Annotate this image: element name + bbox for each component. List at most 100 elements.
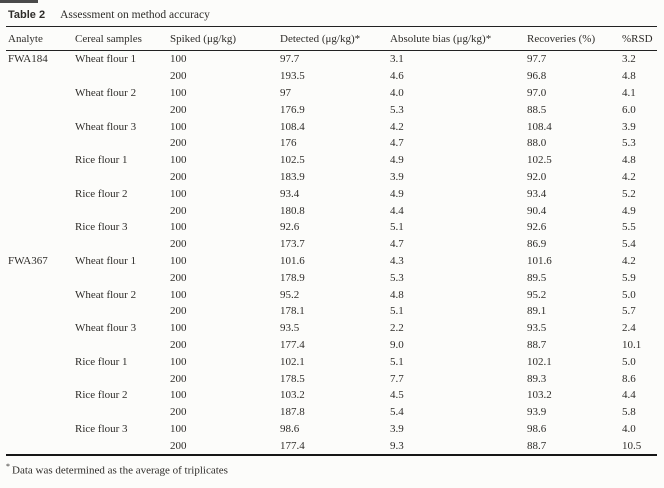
cell-detected: 193.5 (280, 70, 305, 83)
cell-cereal-sample (73, 202, 168, 219)
table-row: 200 176 4.7 88.0 5.3 (6, 135, 657, 152)
cell-absolute-bias: 5.3 (390, 271, 404, 284)
cell-spiked: 200 (170, 238, 187, 251)
cell-rsd: 5.2 (622, 187, 636, 200)
cell-absolute-bias: 7.7 (390, 372, 404, 385)
cell-recovery: 86.9 (527, 238, 547, 251)
cell-rsd: 3.2 (622, 53, 636, 66)
cell-detected: 93.4 (280, 187, 300, 200)
cell-spiked: 100 (170, 422, 187, 435)
cell-detected: 187.8 (280, 406, 305, 419)
cell-analyte (6, 404, 73, 421)
cell-spiked: 200 (170, 338, 187, 351)
cell-recovery: 101.6 (527, 254, 552, 267)
cell-recovery: 108.4 (527, 120, 552, 133)
cell-cereal-sample: Wheat flour 2 (75, 288, 137, 301)
cell-recovery: 98.6 (527, 422, 547, 435)
cell-recovery: 96.8 (527, 70, 547, 83)
cell-absolute-bias: 4.0 (390, 86, 404, 99)
cell-analyte (6, 269, 73, 286)
cell-spiked: 100 (170, 120, 187, 133)
cell-absolute-bias: 5.1 (390, 355, 404, 368)
cell-rsd: 4.0 (622, 422, 636, 435)
cell-rsd: 5.5 (622, 221, 636, 234)
cell-analyte (6, 320, 73, 337)
cell-cereal-sample (73, 370, 168, 387)
cell-recovery: 89.5 (527, 271, 547, 284)
cell-detected: 102.5 (280, 154, 305, 167)
cell-spiked: 200 (170, 137, 187, 150)
cell-recovery: 97.7 (527, 53, 547, 66)
cell-rsd: 6.0 (622, 103, 636, 116)
table-row: 200 187.8 5.4 93.9 5.8 (6, 404, 657, 421)
cell-rsd: 4.9 (622, 204, 636, 217)
cell-rsd: 5.7 (622, 305, 636, 318)
cell-detected: 178.9 (280, 271, 305, 284)
table-row: Rice flour 3 100 92.6 5.1 92.6 5.5 (6, 219, 657, 236)
cell-spiked: 200 (170, 271, 187, 284)
table-row: Wheat flour 3 100 93.5 2.2 93.5 2.4 (6, 320, 657, 337)
cell-cereal-sample: Rice flour 2 (75, 389, 128, 402)
col-header-spiked: Spiked (μg/kg) (168, 26, 278, 51)
cell-absolute-bias: 9.3 (388, 437, 525, 457)
cell-detected: 98.6 (280, 422, 300, 435)
cell-spiked: 200 (170, 103, 187, 116)
cell-analyte: FWA184 (8, 53, 48, 66)
cell-cereal-sample (73, 135, 168, 152)
col-header-detected: Detected (μg/kg)* (278, 26, 388, 51)
cell-rsd: 4.2 (622, 254, 636, 267)
cell-absolute-bias: 4.2 (390, 120, 404, 133)
table-row: 200 193.5 4.6 96.8 4.8 (6, 68, 657, 85)
cell-detected: 92.6 (280, 221, 300, 234)
cell-spiked: 100 (170, 322, 187, 335)
scan-artifact (0, 0, 38, 3)
cell-detected: 176 (280, 137, 297, 150)
table-caption-text: Assessment on method accuracy (60, 9, 210, 21)
cell-detected: 101.6 (280, 254, 305, 267)
cell-analyte (6, 437, 73, 457)
cell-absolute-bias: 5.4 (390, 406, 404, 419)
cell-recovery: 103.2 (527, 389, 552, 402)
cell-cereal-sample: Wheat flour 3 (75, 120, 137, 133)
cell-spiked: 200 (170, 406, 187, 419)
cell-absolute-bias: 4.8 (390, 288, 404, 301)
cell-analyte (6, 135, 73, 152)
cell-absolute-bias: 3.9 (390, 422, 404, 435)
cell-cereal-sample: Wheat flour 1 (75, 53, 137, 66)
table-row: FWA367 Wheat flour 1 100 101.6 4.3 101.6… (6, 253, 657, 270)
cell-rsd: 5.9 (622, 271, 636, 284)
header-row: Analyte Cereal samples Spiked (μg/kg) De… (6, 26, 657, 51)
cell-recovery: 89.1 (527, 305, 547, 318)
cell-absolute-bias: 4.7 (390, 137, 404, 150)
cell-detected: 103.2 (280, 389, 305, 402)
cell-recovery: 92.0 (527, 170, 547, 183)
cell-recovery: 95.2 (527, 288, 547, 301)
table-footnote: * Data was determined as the average of t… (6, 462, 228, 477)
col-header-absolute-bias: Absolute bias (μg/kg)* (388, 26, 525, 51)
table-row: Wheat flour 3 100 108.4 4.2 108.4 3.9 (6, 118, 657, 135)
cell-analyte (6, 286, 73, 303)
cell-cereal-sample: Rice flour 1 (75, 355, 128, 368)
cell-cereal-sample (73, 337, 168, 354)
cell-analyte (6, 68, 73, 85)
cell-analyte (6, 185, 73, 202)
cell-absolute-bias: 4.3 (390, 254, 404, 267)
cell-detected: 102.1 (280, 355, 305, 368)
table-row: Rice flour 1 100 102.5 4.9 102.5 4.8 (6, 152, 657, 169)
cell-recovery: 102.5 (527, 154, 552, 167)
cell-analyte (6, 202, 73, 219)
table-row: 200 173.7 4.7 86.9 5.4 (6, 236, 657, 253)
table-row: Rice flour 2 100 103.2 4.5 103.2 4.4 (6, 387, 657, 404)
cell-absolute-bias: 4.4 (390, 204, 404, 217)
cell-cereal-sample: Rice flour 3 (75, 422, 128, 435)
table-label: Table 2 (8, 9, 46, 21)
table-row: FWA184 Wheat flour 1 100 97.7 3.1 97.7 3… (6, 51, 657, 68)
cell-spiked: 100 (170, 154, 187, 167)
cell-cereal-sample (73, 437, 168, 457)
cell-recovery: 88.0 (527, 137, 547, 150)
footnote-text: Data was determined as the average of tr… (12, 464, 228, 477)
cell-analyte (6, 370, 73, 387)
cell-cereal-sample: Rice flour 1 (75, 154, 128, 167)
col-header-rsd: %RSD (620, 26, 657, 51)
